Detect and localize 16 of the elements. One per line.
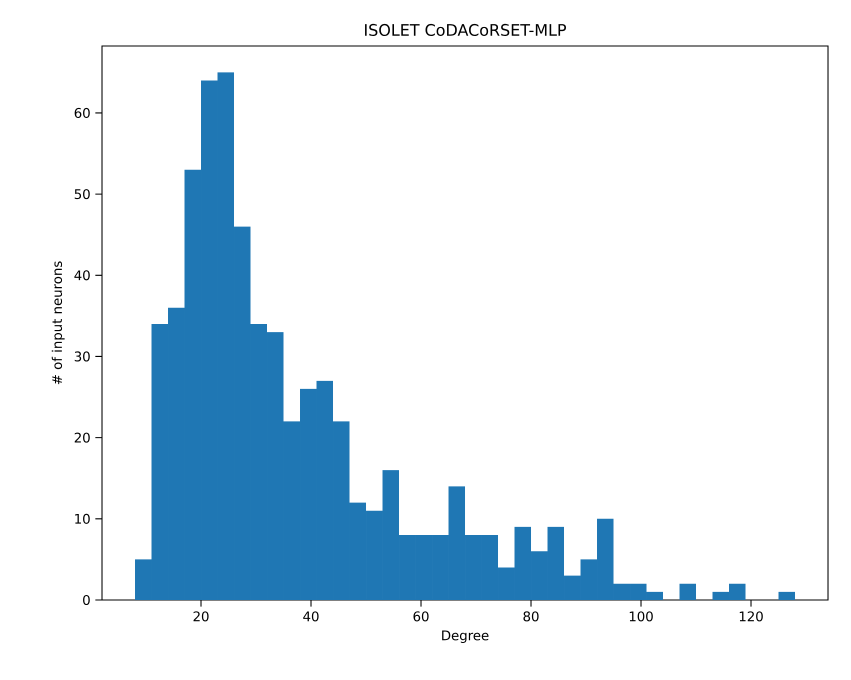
y-tick-label: 40: [74, 270, 90, 280]
x-tick-label: 120: [740, 611, 763, 622]
y-tick-label: 20: [74, 432, 90, 443]
y-axis-title: # of input neurons: [52, 261, 65, 384]
x-tick-label: 40: [303, 611, 319, 622]
x-tick-label: 20: [194, 611, 209, 622]
y-tick-label: 30: [74, 351, 90, 362]
chart-title: ISOLET CoDACoRSET-MLP: [365, 24, 566, 36]
y-tick-label: 50: [74, 189, 90, 200]
x-tick-label: 60: [413, 611, 429, 622]
x-tick-label: 80: [523, 611, 539, 622]
x-axis-title: Degree: [442, 630, 488, 643]
y-tick-label: 60: [74, 108, 90, 118]
y-tick-label: 0: [83, 594, 90, 606]
x-tick-label: 100: [630, 611, 653, 622]
y-tick-label: 10: [75, 514, 90, 524]
